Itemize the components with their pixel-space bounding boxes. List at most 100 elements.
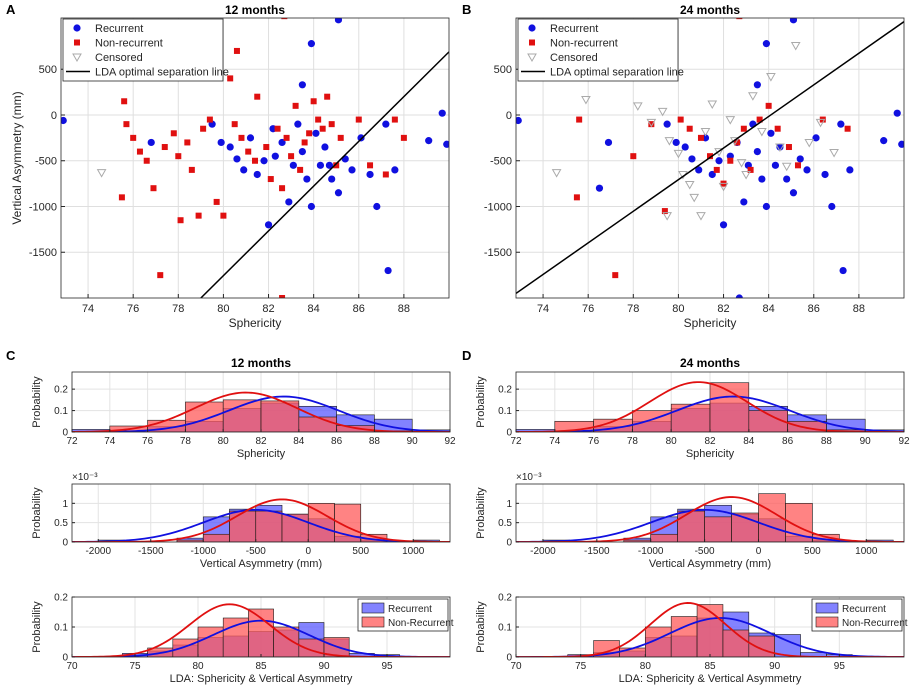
scatter-a-xlabel: Sphericity [229,316,282,330]
scatter-b-point-censored [804,138,815,148]
panel-letter-a: A [6,2,16,17]
hist-d-2-xtick-label: -1500 [584,546,610,557]
scatter-a-point-recurrent [271,152,279,160]
scatter-b-point-censored [551,169,562,178]
scatter-b-point-non-recurrent [707,153,713,160]
scatter-b-point-non-recurrent [713,166,720,173]
scatter-b-point-recurrent [767,129,775,137]
scatter-a-point-non-recurrent [274,125,281,132]
scatter-a-lda-line [200,51,449,298]
scatter-b-point-censored [725,116,736,125]
hist-d-2-ytick-label: 1 [506,499,512,510]
scatter-b-point-non-recurrent [576,116,583,123]
scatter-a-point-non-recurrent [328,121,335,128]
hist-c-1-ylabel: Probability [31,376,43,428]
hist-d-1-xtick-label: 84 [743,436,755,447]
hist-c-3-bar-non-recurrent [222,617,249,657]
scatter-a-point-non-recurrent [324,93,331,100]
hist-d-2-bar-non-recurrent [650,533,678,542]
hist-d-3-xtick-label: 85 [704,661,716,672]
scatter-a-point-non-recurrent [136,148,143,155]
scatter-b-point-recurrent [516,116,522,125]
hist-d-3-ylabel: Probability [475,601,487,653]
scatter-a-xtick-label: 86 [353,303,365,315]
scatter-a-point-non-recurrent [367,162,374,169]
scatter-a-legend-box [62,18,224,82]
scatter-a-xtick-label: 78 [172,303,184,315]
hist-c-2-marks [72,498,450,542]
hist-c-2-ytick-label: 1 [62,499,68,510]
hist-d-1-xtick-label: 92 [898,436,910,447]
hist-c-3-ytick-label: 0.2 [54,593,68,604]
scatter-b-point-censored [775,143,785,153]
hist-c-2-xtick-label: -1000 [190,546,216,557]
hist-d-3-xlabel: LDA: Sphericity & Vertical Asymmetry [619,673,802,685]
scatter-a-point-recurrent [298,147,306,156]
scatter-a-point-recurrent [373,202,381,211]
hist-c-3-ytick-label: 0.1 [54,623,68,634]
scatter-b-ytick-label: -1500 [484,247,512,259]
scatter-a-point-recurrent [147,138,155,147]
scatter-a-point-recurrent [325,161,334,169]
hist-c-3-xtick-label: 70 [66,661,78,672]
scatter-a-point-non-recurrent [245,148,252,155]
hist-d-1-xtick-label: 72 [510,436,522,447]
scatter-b-point-recurrent [762,202,770,211]
hist-c-1-group: 72 74 76 78 80 82 84 86 88 90 92 0 0.1 0.2 12 months Sp… [31,356,456,460]
scatter-b-point-censored [662,212,673,221]
scatter-b-point-non-recurrent [612,272,619,279]
scatter-a-point-recurrent [348,166,356,174]
hist-c-3-xtick-label: 95 [381,661,393,672]
scatter-b-point-recurrent [719,221,728,229]
scatter-a-point-recurrent [233,155,241,163]
scatter-b-point-censored [700,127,711,137]
hist-d-1-xtick-label: 88 [821,436,833,447]
scatter-a-ylabel: Vertical Asymmetry (mm) [10,91,24,224]
scatter-b-point-recurrent [735,294,743,298]
hist-d-2-marks [516,493,904,542]
scatter-b-point-non-recurrent [765,102,772,109]
hist-d-1-bar-non-recurrent [632,410,672,432]
hist-c-3-group: 70 75 80 85 90 95 0 0.1 0.2 LDA: Sphericity & Ver… [31,593,454,686]
scatter-b-point-non-recurrent [573,194,580,201]
hist-d-3-xtick-label: 70 [510,661,522,672]
scatter-a-point-recurrent [289,161,297,169]
scatter-a-xtick-label: 80 [217,303,229,315]
scatter-a-point-non-recurrent [123,121,130,128]
scatter-a-point-recurrent [264,221,273,229]
hist-d-2-xtick-label: -2000 [530,546,556,557]
scatter-b-point-non-recurrent [785,144,792,151]
scatter-a-xtick-label: 82 [262,303,274,315]
scatter-a-point-non-recurrent [233,47,240,54]
scatter-b-ytick-label: 500 [494,64,512,76]
scatter-a-point-non-recurrent [170,130,177,137]
hist-c-3-legend-swatch-non-recurrent [361,616,385,628]
scatter-a-point-non-recurrent [177,217,184,224]
hist-c-2-xtick-label: 0 [305,546,311,557]
hist-c-3-bar-non-recurrent [248,608,274,657]
scatter-b-point-non-recurrent [686,125,693,132]
hist-d-2-exponent-label: ×10⁻³ [516,472,542,483]
scatter-a-point-non-recurrent [337,134,344,141]
scatter-a-point-recurrent [366,170,374,179]
hist-d-1-xtick-label: 76 [588,436,600,447]
hist-d-1-fit-curve-recurrent [516,395,904,432]
hist-d-2-xtick-label: -500 [695,546,715,557]
scatter-a-point-non-recurrent [319,125,326,132]
scatter-a-point-non-recurrent [184,139,191,146]
hist-c-3-xtick-label: 75 [129,661,141,672]
hist-d-1-bar-non-recurrent [670,403,711,432]
hist-d-2-bar-non-recurrent [677,510,705,542]
hist-d-2-xtick-label: -1000 [638,546,664,557]
hist-d-2-bar-non-recurrent [704,516,732,542]
hist-d-2-bar-non-recurrent [731,512,759,542]
hist-c-2-fit-curve-recurrent [72,508,450,542]
scatter-a-point-non-recurrent [213,198,220,205]
scatter-a-point-non-recurrent [254,93,261,100]
scatter-b-point-non-recurrent [756,116,763,123]
scatter-b-ytick-label: 0 [506,110,512,122]
scatter-b-point-recurrent [595,184,604,192]
hist-c-3-bar-non-recurrent [172,638,199,657]
scatter-b-point-censored [829,149,839,158]
